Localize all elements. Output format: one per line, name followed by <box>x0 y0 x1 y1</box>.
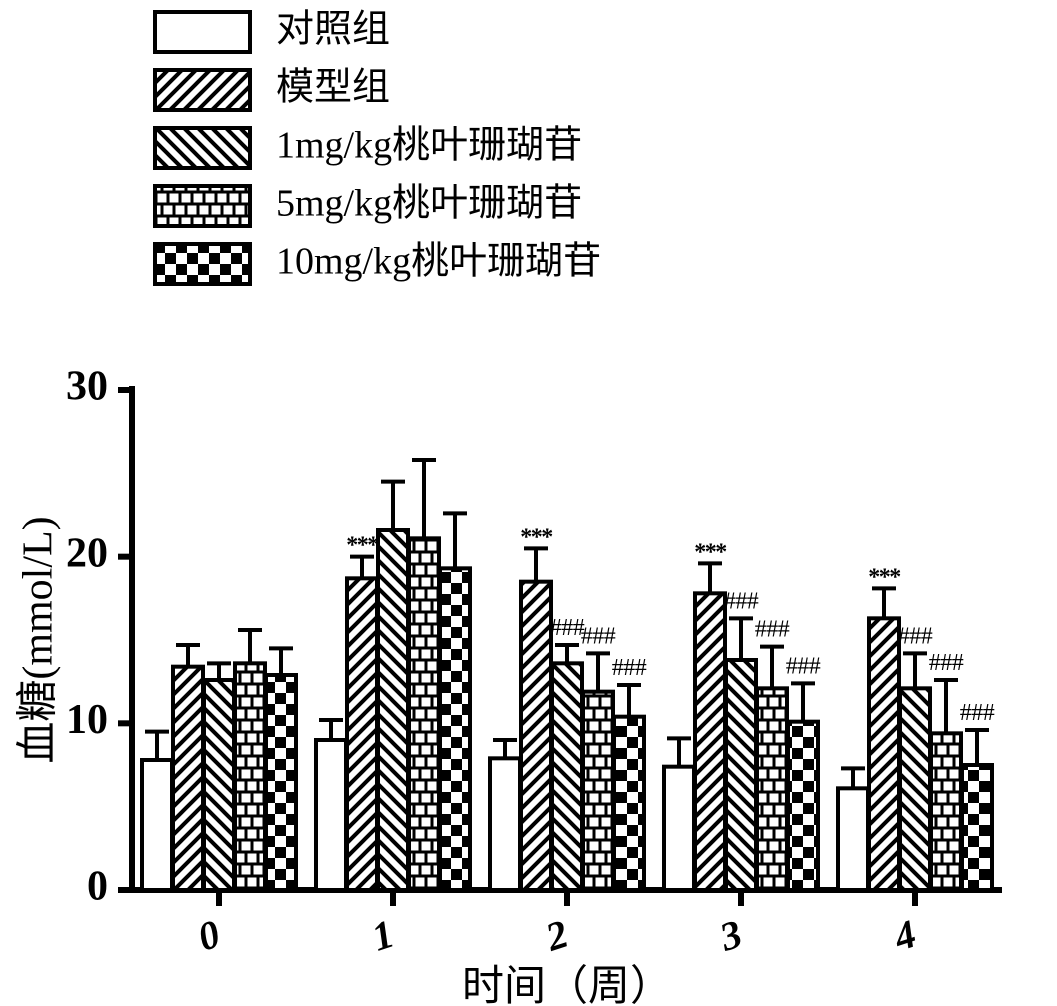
legend-label: 10mg/kg桃叶珊瑚苷 <box>276 241 601 283</box>
legend-label: 5mg/kg桃叶珊瑚苷 <box>276 183 582 225</box>
x-tick-label: 4 <box>887 911 921 960</box>
legend-label: 模型组 <box>276 67 390 109</box>
legend-swatch <box>155 186 250 226</box>
sig-hashes: ### <box>755 617 790 643</box>
sig-hashes: ### <box>612 655 647 681</box>
y-axis-title: 血糖(mmol/L) <box>16 516 62 763</box>
bar <box>316 740 346 890</box>
sig-stars: *** <box>694 539 726 565</box>
x-tick-label: 2 <box>539 911 573 960</box>
bar <box>962 765 992 890</box>
y-tick-label: 30 <box>66 364 108 410</box>
sig-hashes: ### <box>786 653 821 679</box>
bar <box>440 568 470 890</box>
legend-label: 1mg/kg桃叶珊瑚苷 <box>276 125 582 167</box>
sig-hashes: ### <box>898 623 933 649</box>
y-tick-label: 20 <box>66 530 108 576</box>
bar <box>347 578 377 890</box>
bar <box>142 760 172 890</box>
bar <box>521 582 551 890</box>
bar <box>931 733 961 890</box>
bar <box>838 788 868 890</box>
bar <box>695 593 725 890</box>
bar <box>614 717 644 890</box>
sig-stars: *** <box>346 533 378 559</box>
bar <box>235 663 265 890</box>
sig-hashes: ### <box>581 623 616 649</box>
bar <box>788 722 818 890</box>
x-tick-label: 1 <box>366 911 399 960</box>
bar <box>869 618 899 890</box>
legend-swatch <box>155 12 250 52</box>
bar <box>757 688 787 890</box>
bar <box>552 663 582 890</box>
sig-hashes: ### <box>960 700 995 726</box>
bar <box>204 680 234 890</box>
bar <box>266 675 296 890</box>
sig-stars: *** <box>520 524 552 550</box>
legend-swatch <box>155 70 250 110</box>
sig-stars: *** <box>868 564 900 590</box>
bar <box>664 767 694 890</box>
legend-swatch <box>155 128 250 168</box>
bar <box>583 692 613 890</box>
y-tick-label: 0 <box>87 864 108 910</box>
y-tick-label: 10 <box>66 697 108 743</box>
sig-hashes: ### <box>550 615 585 641</box>
x-tick-label: 0 <box>192 911 225 960</box>
bar <box>173 667 203 890</box>
chart-container: 0102030血糖(mmol/L)0***1***#########2***##… <box>0 0 1057 1006</box>
x-axis-title: 时间（周） <box>462 964 672 1006</box>
x-tick-label: 3 <box>713 911 747 960</box>
bar <box>378 530 408 890</box>
bar <box>490 758 520 890</box>
legend-swatch <box>155 244 250 284</box>
sig-hashes: ### <box>724 588 759 614</box>
bar <box>900 688 930 890</box>
sig-hashes: ### <box>929 650 964 676</box>
legend-label: 对照组 <box>276 9 390 51</box>
chart-svg: 0102030血糖(mmol/L)0***1***#########2***##… <box>0 0 1057 1006</box>
bar <box>409 538 439 890</box>
bar <box>726 660 756 890</box>
